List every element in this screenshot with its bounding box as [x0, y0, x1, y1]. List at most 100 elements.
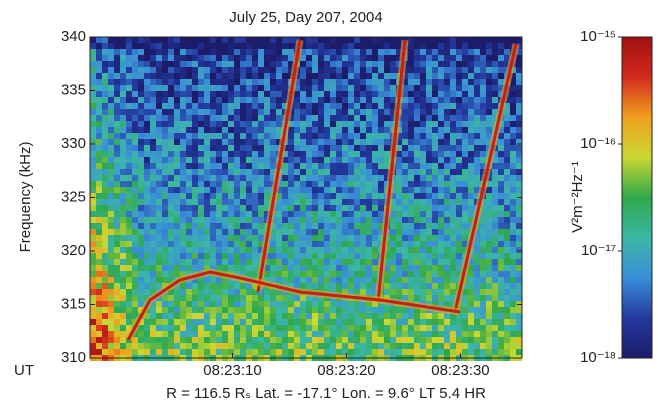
spectrogram-texture [96, 43, 102, 49]
spectrogram-texture [462, 187, 468, 193]
spectrogram-texture [426, 217, 432, 223]
spectrogram-texture [186, 241, 192, 247]
spectrogram-texture [504, 265, 510, 271]
spectrogram-texture [468, 133, 474, 139]
spectrogram-texture [378, 43, 384, 49]
spectrogram-texture [162, 73, 168, 79]
spectrogram-texture [312, 325, 318, 331]
spectrogram-texture [288, 43, 294, 49]
spectrogram-texture [432, 349, 438, 355]
spectrogram-texture [408, 289, 414, 295]
spectrogram-texture [498, 151, 504, 157]
spectrogram-texture [120, 85, 126, 91]
spectrogram-texture [174, 169, 180, 175]
spectrogram-texture [300, 277, 306, 283]
spectrogram-texture [336, 163, 342, 169]
spectrogram-texture [186, 85, 192, 91]
spectrogram-texture [150, 97, 156, 103]
spectrogram-texture [294, 163, 300, 169]
spectrogram-texture [264, 139, 270, 145]
spectrogram-texture [414, 169, 420, 175]
spectrogram-texture [330, 265, 336, 271]
spectrogram-texture [192, 115, 198, 121]
spectrogram-texture [510, 223, 516, 229]
spectrogram-texture [444, 115, 450, 121]
spectrogram-texture [246, 163, 252, 169]
spectrogram-texture [300, 337, 306, 343]
spectrogram-texture [210, 115, 216, 121]
spectrogram-texture [336, 55, 342, 61]
spectrogram-texture [162, 205, 168, 211]
spectrogram-texture [432, 217, 438, 223]
spectrogram-texture [234, 289, 240, 295]
spectrogram-texture [468, 67, 474, 73]
spectrogram-texture [276, 55, 282, 61]
spectrogram-texture [486, 121, 492, 127]
spectrogram-texture [186, 61, 192, 67]
spectrogram-texture [294, 343, 300, 349]
spectrogram-texture [168, 349, 174, 355]
spectrogram-texture [444, 85, 450, 91]
spectrogram-texture [222, 163, 228, 169]
spectrogram-texture [360, 187, 366, 193]
spectrogram-texture [168, 187, 174, 193]
spectrogram-texture [384, 97, 390, 103]
spectrogram-texture [504, 319, 510, 325]
spectrogram-texture [366, 193, 372, 199]
spectrogram-texture [324, 79, 330, 85]
spectrogram-texture [126, 307, 132, 313]
spectrogram-texture [474, 127, 480, 133]
spectrogram-texture [300, 79, 306, 85]
spectrogram-texture [444, 43, 450, 49]
spectrogram-texture [114, 133, 120, 139]
spectrogram-texture [192, 349, 198, 355]
spectrogram-texture [372, 115, 378, 121]
spectrogram-texture [204, 169, 210, 175]
spectrogram-texture [432, 115, 438, 121]
spectrogram-texture [198, 301, 204, 307]
spectrogram-texture [318, 175, 324, 181]
spectrogram-texture [90, 217, 96, 223]
spectrogram-texture [510, 301, 516, 307]
spectrogram-texture [180, 319, 186, 325]
spectrogram-texture [510, 37, 516, 43]
spectrogram-texture [288, 205, 294, 211]
spectrogram-texture [114, 319, 120, 325]
spectrogram-texture [120, 121, 126, 127]
spectrogram-texture [306, 211, 312, 217]
spectrogram-texture [420, 289, 426, 295]
spectrogram-texture [366, 349, 372, 355]
spectrogram-texture [414, 313, 420, 319]
spectrogram-texture [378, 139, 384, 145]
spectrogram-texture [300, 151, 306, 157]
spectrogram-texture [330, 331, 336, 337]
spectrogram-texture [216, 97, 222, 103]
spectrogram-texture [150, 241, 156, 247]
spectrogram-texture [96, 193, 102, 199]
spectrogram-texture [246, 325, 252, 331]
spectrogram-texture [294, 91, 300, 97]
spectrogram-texture [408, 139, 414, 145]
spectrogram-texture [390, 67, 396, 73]
spectrogram-texture [102, 43, 108, 49]
spectrogram-texture [402, 187, 408, 193]
spectrogram-texture [312, 43, 318, 49]
spectrogram-texture [246, 181, 252, 187]
spectrogram-texture [438, 277, 444, 283]
spectrogram-texture [210, 325, 216, 331]
spectrogram-texture [516, 169, 522, 175]
spectrogram-texture [348, 133, 354, 139]
spectrogram-texture [384, 145, 390, 151]
spectrogram-texture [414, 259, 420, 265]
spectrogram-texture [450, 223, 456, 229]
spectrogram-texture [312, 235, 318, 241]
spectrogram-texture [480, 157, 486, 163]
spectrogram-texture [444, 121, 450, 127]
spectrogram-texture [282, 253, 288, 259]
spectrogram-texture [432, 169, 438, 175]
spectrogram-texture [114, 343, 120, 349]
spectrogram-texture [378, 193, 384, 199]
spectrogram-texture [408, 79, 414, 85]
spectrogram-texture [306, 325, 312, 331]
spectrogram-texture [516, 319, 522, 325]
